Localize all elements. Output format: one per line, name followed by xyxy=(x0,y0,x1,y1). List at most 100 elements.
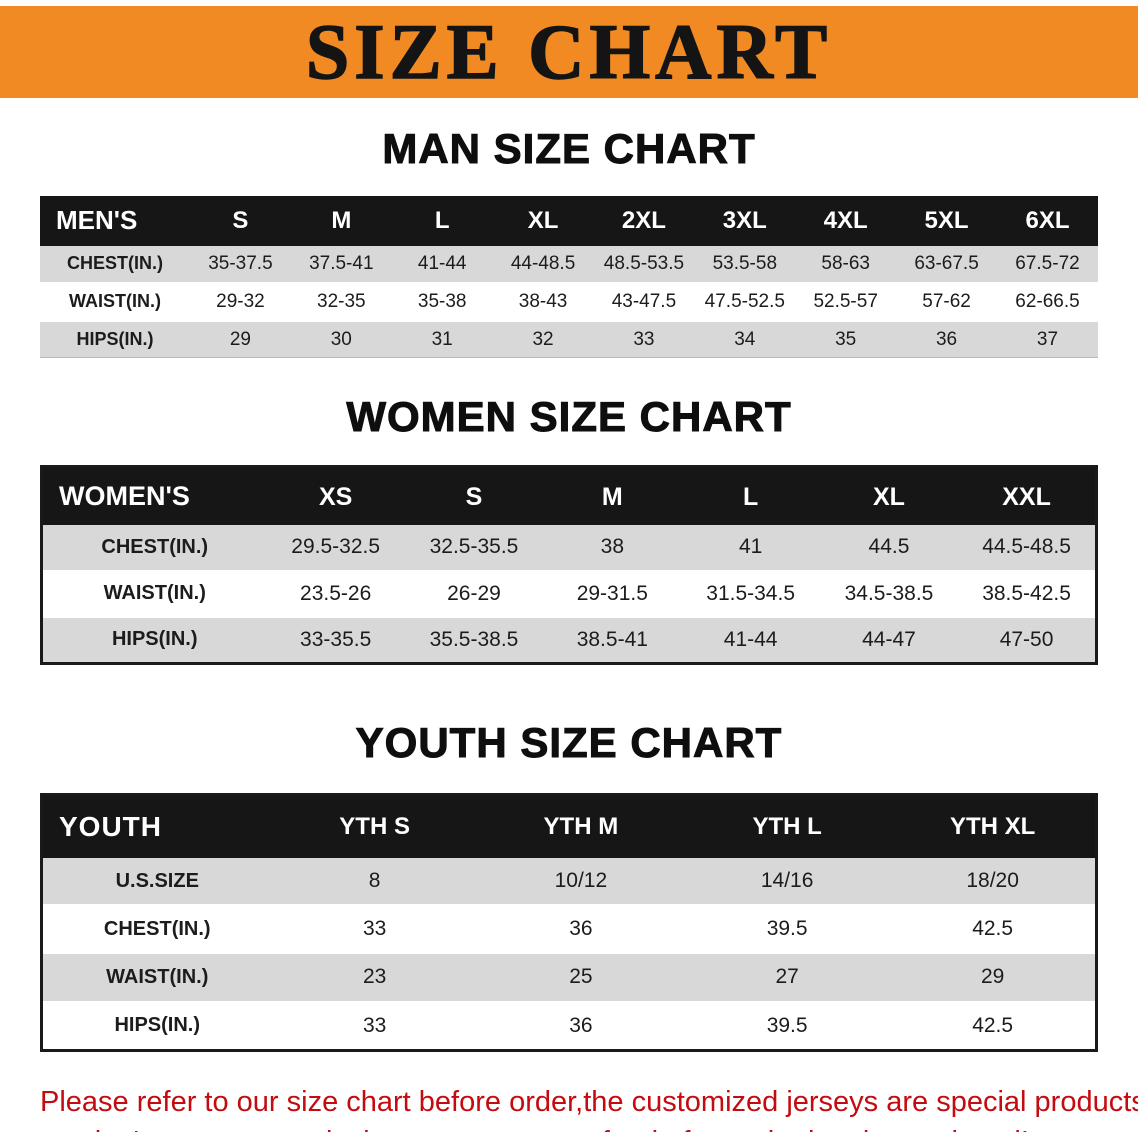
measurement-value-cell: 39.5 xyxy=(684,905,891,954)
measurement-label-cell: U.S.SIZE xyxy=(41,858,272,906)
measurement-value-cell: 36 xyxy=(477,1001,684,1051)
size-column-header: 3XL xyxy=(694,196,796,246)
measurement-value-cell: 38.5-42.5 xyxy=(958,570,1097,617)
size-column-header: YTH S xyxy=(271,794,478,859)
youth-section-heading: YOUTH SIZE CHART xyxy=(355,718,783,766)
measurement-row: WAIST(IN.) 23.5-26 26-29 29-31.5 31.5-34.5 34… xyxy=(41,570,1097,617)
measurement-value-cell: 29 xyxy=(890,953,1097,1002)
measurement-value-cell: 29.5-32.5 xyxy=(266,525,405,571)
notice-line-1: Please refer to our size chart before or… xyxy=(40,1085,1138,1118)
size-column-header: 2XL xyxy=(593,196,695,246)
size-column-header: L xyxy=(681,466,820,526)
measurement-value-cell: 44.5 xyxy=(819,525,959,571)
size-column-header: S xyxy=(404,466,544,526)
measurement-value-cell: 42.5 xyxy=(890,905,1097,954)
measurement-value-cell: 14/16 xyxy=(684,858,891,906)
measurement-value-cell: 25 xyxy=(477,953,684,1002)
size-column-header: XXL xyxy=(958,466,1097,526)
measurement-row: WAIST(IN.) 23 25 27 29 xyxy=(41,953,1097,1002)
measurement-row: CHEST(IN.) 29.5-32.5 32.5-35.5 38 41 44.5 44.5… xyxy=(41,525,1097,571)
measurement-value-cell: 37 xyxy=(997,320,1098,358)
measurement-value-cell: 34.5-38.5 xyxy=(819,570,959,617)
men-section-heading: MAN SIZE CHART xyxy=(382,125,756,172)
measurement-value-cell: 39.5 xyxy=(684,1001,891,1051)
measurement-value-cell: 32-35 xyxy=(290,282,392,321)
measurement-value-cell: 18/20 xyxy=(890,858,1097,906)
size-column-header: M xyxy=(290,196,392,246)
measurement-row: WAIST(IN.) 29-32 32-35 35-38 38-43 43-47.5 47.… xyxy=(40,282,1098,321)
measurement-value-cell: 41-44 xyxy=(391,245,493,283)
women-section-heading: WOMEN SIZE CHART xyxy=(346,393,792,441)
measurement-value-cell: 35 xyxy=(795,320,897,358)
measurement-label-cell: HIPS(IN.) xyxy=(41,616,267,664)
measurement-value-cell: 41-44 xyxy=(681,616,820,664)
footer-notice: Please refer to our size chart before or… xyxy=(0,1082,1138,1132)
table-title-cell: MEN'S xyxy=(40,196,190,246)
women-size-table: WOMEN'S XS S M L XL XXL CHEST(IN.) 29.5-32.5 32.5… xyxy=(40,465,1098,665)
measurement-value-cell: 44-47 xyxy=(819,616,959,664)
measurement-row: HIPS(IN.) 33 36 39.5 42.5 xyxy=(41,1001,1097,1051)
youth-size-table: YOUTH YTH S YTH M YTH L YTH XL U.S.SIZE 8 10/12… xyxy=(40,792,1098,1052)
measurement-value-cell: 29 xyxy=(190,320,291,358)
measurement-value-cell: 41 xyxy=(681,525,820,571)
measurement-value-cell: 30 xyxy=(290,320,392,358)
measurement-label-cell: CHEST(IN.) xyxy=(41,525,267,571)
measurement-value-cell: 35-37.5 xyxy=(190,245,291,283)
measurement-value-cell: 48.5-53.5 xyxy=(593,245,695,283)
measurement-value-cell: 53.5-58 xyxy=(694,245,796,283)
measurement-row: CHEST(IN.) 35-37.5 37.5-41 41-44 44-48.5 48.5… xyxy=(40,245,1098,283)
measurement-label-cell: HIPS(IN.) xyxy=(40,320,190,358)
measurement-value-cell: 47.5-52.5 xyxy=(694,282,796,321)
measurement-value-cell: 23.5-26 xyxy=(266,570,405,617)
measurement-value-cell: 63-67.5 xyxy=(896,245,997,283)
size-column-header: YTH XL xyxy=(890,794,1097,859)
size-column-header: L xyxy=(391,196,493,246)
measurement-value-cell: 32.5-35.5 xyxy=(404,525,544,571)
measurement-value-cell: 42.5 xyxy=(890,1001,1097,1051)
table-title-cell: WOMEN'S xyxy=(41,466,267,526)
size-column-header: YTH M xyxy=(477,794,684,859)
measurement-value-cell: 33 xyxy=(271,905,478,954)
measurement-value-cell: 43-47.5 xyxy=(593,282,695,321)
measurement-value-cell: 38 xyxy=(543,525,682,571)
size-column-header: XL xyxy=(492,196,594,246)
measurement-value-cell: 57-62 xyxy=(896,282,997,321)
measurement-value-cell: 44.5-48.5 xyxy=(958,525,1097,571)
size-column-header: 5XL xyxy=(896,196,997,246)
measurement-label-cell: CHEST(IN.) xyxy=(40,245,190,283)
size-header-row: WOMEN'S XS S M L XL XXL xyxy=(41,466,1097,526)
measurement-label-cell: WAIST(IN.) xyxy=(40,282,190,321)
measurement-value-cell: 35.5-38.5 xyxy=(404,616,544,664)
measurement-value-cell: 31.5-34.5 xyxy=(681,570,820,617)
size-column-header: 4XL xyxy=(795,196,897,246)
size-header-row: YOUTH YTH S YTH M YTH L YTH XL xyxy=(41,794,1097,859)
measurement-row: HIPS(IN.) 29 30 31 32 33 34 35 36 37 xyxy=(40,320,1098,358)
measurement-value-cell: 35-38 xyxy=(391,282,493,321)
size-column-header: YTH L xyxy=(684,794,891,859)
measurement-label-cell: CHEST(IN.) xyxy=(41,905,272,954)
measurement-value-cell: 34 xyxy=(694,320,796,358)
measurement-value-cell: 29-31.5 xyxy=(543,570,682,617)
measurement-value-cell: 58-63 xyxy=(795,245,897,283)
measurement-value-cell: 62-66.5 xyxy=(997,282,1098,321)
men-size-table: MEN'S S M L XL 2XL 3XL 4XL 5XL 6XL CHEST(IN.) 35-37… xyxy=(40,196,1098,358)
size-header-row: MEN'S S M L XL 2XL 3XL 4XL 5XL 6XL xyxy=(40,196,1098,246)
measurement-value-cell: 8 xyxy=(271,858,478,906)
measurement-value-cell: 44-48.5 xyxy=(492,245,594,283)
measurement-value-cell: 29-32 xyxy=(190,282,291,321)
measurement-value-cell: 37.5-41 xyxy=(290,245,392,283)
measurement-label-cell: HIPS(IN.) xyxy=(41,1001,272,1051)
measurement-value-cell: 10/12 xyxy=(477,858,684,906)
measurement-value-cell: 33 xyxy=(593,320,695,358)
measurement-value-cell: 23 xyxy=(271,953,478,1002)
measurement-value-cell: 31 xyxy=(391,320,493,358)
size-column-header: XS xyxy=(266,466,405,526)
size-column-header: XL xyxy=(819,466,959,526)
measurement-value-cell: 26-29 xyxy=(404,570,544,617)
measurement-value-cell: 33-35.5 xyxy=(266,616,405,664)
measurement-row: HIPS(IN.) 33-35.5 35.5-38.5 38.5-41 41-44 44-… xyxy=(41,616,1097,664)
measurement-value-cell: 36 xyxy=(896,320,997,358)
size-column-header: S xyxy=(190,196,291,246)
measurement-value-cell: 38.5-41 xyxy=(543,616,682,664)
